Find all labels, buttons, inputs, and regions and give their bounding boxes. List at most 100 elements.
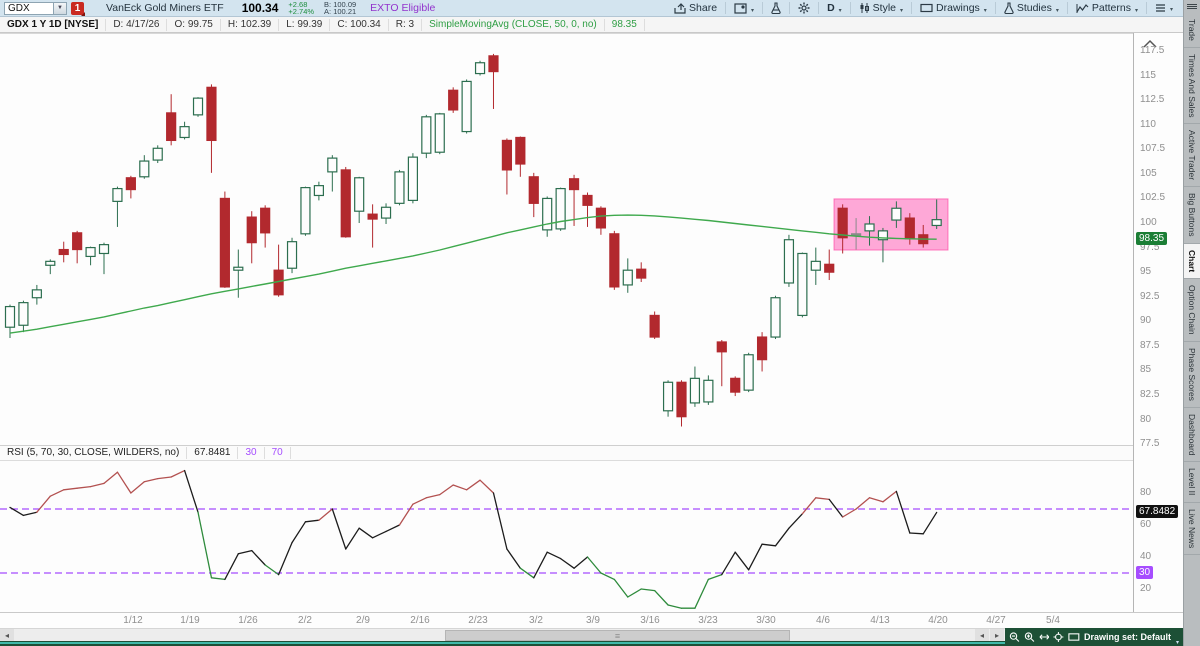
candle <box>568 174 580 226</box>
scroll-left-end-icon[interactable]: ◂ <box>975 629 989 642</box>
timeframe-button[interactable]: D ▾ <box>827 2 842 14</box>
symbol-dropdown-icon[interactable]: ▼ <box>54 1 67 15</box>
last-price: 100.34 <box>241 1 279 15</box>
patterns-icon <box>1076 3 1089 13</box>
sidebar-tab-big-buttons[interactable]: Big Buttons <box>1184 187 1200 244</box>
zoom-out-icon[interactable] <box>1009 631 1020 643</box>
candle <box>219 191 230 288</box>
settings-button[interactable] <box>792 1 816 15</box>
candle <box>327 155 338 192</box>
date-tick-label: 3/9 <box>586 615 600 626</box>
price-axis[interactable]: 117.5 115 112.5 110 107.5 105 102.5 100 97.5 95 92… <box>1133 33 1183 612</box>
expand-horizontal-icon[interactable] <box>1039 632 1050 642</box>
candle <box>233 249 244 298</box>
symbol-input[interactable]: GDX <box>4 1 54 15</box>
ohlc-range: R: 3 <box>389 18 423 31</box>
sidebar-tab-level-ii[interactable]: Level II <box>1184 462 1200 503</box>
date-axis: 1/12 1/19 1/26 2/2 2/9 2/16 2/23 3/2 3/9 3/16 3/23… <box>0 612 1183 628</box>
more-options-button[interactable]: ▾ <box>1149 2 1179 14</box>
gear-icon <box>798 2 810 14</box>
date-tick-label: 1/19 <box>180 615 200 626</box>
rsi-tick-label: 40 <box>1140 551 1152 562</box>
candle <box>649 311 660 340</box>
sidebar-tab-trade[interactable]: Trade <box>1184 13 1200 48</box>
drawing-rect-icon[interactable] <box>1068 632 1080 642</box>
panel-expand-icon[interactable] <box>1142 38 1158 50</box>
candle <box>286 237 298 274</box>
price-tick-label: 117.5 <box>1140 44 1165 56</box>
share-icon <box>674 2 686 14</box>
date-tick-label: 3/23 <box>698 615 718 626</box>
candle <box>877 227 889 263</box>
patterns-button[interactable]: Patterns ▾ <box>1070 1 1144 15</box>
highlight-rectangle-drawing[interactable] <box>833 198 949 251</box>
candle <box>864 216 875 246</box>
candle <box>931 199 942 229</box>
sidebar-tab-times-and-sales[interactable]: Times And Sales <box>1184 48 1200 125</box>
chart-canvas[interactable] <box>0 33 1133 628</box>
drawings-button[interactable]: Drawings ▾ <box>914 1 993 15</box>
candle <box>850 218 862 250</box>
gadget-sidebar: Trade Times And Sales Active Trader Big But… <box>1183 0 1200 646</box>
candle <box>837 204 848 254</box>
flask-icon <box>771 2 781 14</box>
alert-count-badge[interactable]: 1 <box>71 1 85 16</box>
sidebar-tab-phase-scores[interactable]: Phase Scores <box>1184 342 1200 408</box>
ohlc-high: H: 102.39 <box>221 18 280 31</box>
candle <box>85 246 96 266</box>
date-tick-label: 2/2 <box>298 615 312 626</box>
candle <box>18 300 29 333</box>
candle <box>542 196 553 237</box>
candle <box>367 204 378 248</box>
price-tick-label: 95 <box>1140 266 1152 278</box>
style-button[interactable]: Style ▾ <box>853 1 909 15</box>
candle <box>31 284 42 305</box>
alerts-note-button[interactable]: ▾ <box>728 2 760 15</box>
quick-study-button[interactable] <box>765 1 787 15</box>
date-tick-label: 2/23 <box>468 615 488 626</box>
candle <box>394 169 405 206</box>
drawing-set-selector[interactable]: Drawing set: Default <box>1083 632 1171 642</box>
sidebar-tab-dashboard[interactable]: Dashboard <box>1184 408 1200 463</box>
candle <box>152 145 163 164</box>
sidebar-tab-live-news[interactable]: Live News <box>1184 503 1200 555</box>
price-change: +2.68 +2.74% <box>288 0 315 16</box>
candle <box>179 121 190 140</box>
bottom-status-strip <box>0 641 1183 646</box>
candle <box>340 166 351 238</box>
candle <box>515 136 526 177</box>
candle <box>206 84 217 173</box>
studies-button[interactable]: Studies ▾ <box>998 1 1065 15</box>
candle <box>582 192 593 227</box>
sidebar-tab-active-trader[interactable]: Active Trader <box>1184 124 1200 188</box>
price-tick-label: 102.5 <box>1140 192 1166 204</box>
horizontal-scrollbar[interactable]: ◂ ≡ ◂ ▸ <box>0 628 1005 642</box>
sma-study-label[interactable]: SimpleMovingAvg (CLOSE, 50, 0, no) <box>422 18 605 31</box>
scrollbar-thumb[interactable]: ≡ <box>445 630 790 641</box>
zoom-in-icon[interactable] <box>1024 631 1035 643</box>
price-tick-label: 92.5 <box>1140 290 1160 302</box>
chart-style-icon <box>860 3 869 13</box>
sidebar-tab-chart[interactable]: Chart <box>1184 243 1200 280</box>
candle <box>125 175 136 199</box>
candle <box>824 249 835 281</box>
chart-header: GDX 1 Y 1D [NYSE] D: 4/17/26 O: 99.75 H:… <box>0 17 1183 33</box>
candle <box>166 94 177 146</box>
rsi-tick-label: 80 <box>1140 487 1152 498</box>
date-tick-label: 4/27 <box>986 615 1006 626</box>
candle <box>260 205 271 248</box>
price-tick-label: 85 <box>1140 364 1152 376</box>
candle <box>797 252 808 318</box>
candle <box>676 380 687 427</box>
candle <box>354 176 365 223</box>
candle <box>622 258 633 293</box>
sidebar-menu-icon[interactable] <box>1184 0 1200 13</box>
price-tick-label: 107.5 <box>1140 143 1166 155</box>
scroll-left-icon[interactable]: ◂ <box>0 629 14 642</box>
scroll-right-end-icon[interactable]: ▸ <box>990 629 1004 642</box>
rsi-label[interactable]: RSI (5, 70, 30, CLOSE, WILDERS, no) <box>0 447 188 459</box>
share-button[interactable]: Share <box>668 1 723 15</box>
crosshair-icon[interactable] <box>1053 631 1064 643</box>
sidebar-tab-option-chain[interactable]: Option Chain <box>1184 279 1200 342</box>
candle <box>461 79 472 134</box>
